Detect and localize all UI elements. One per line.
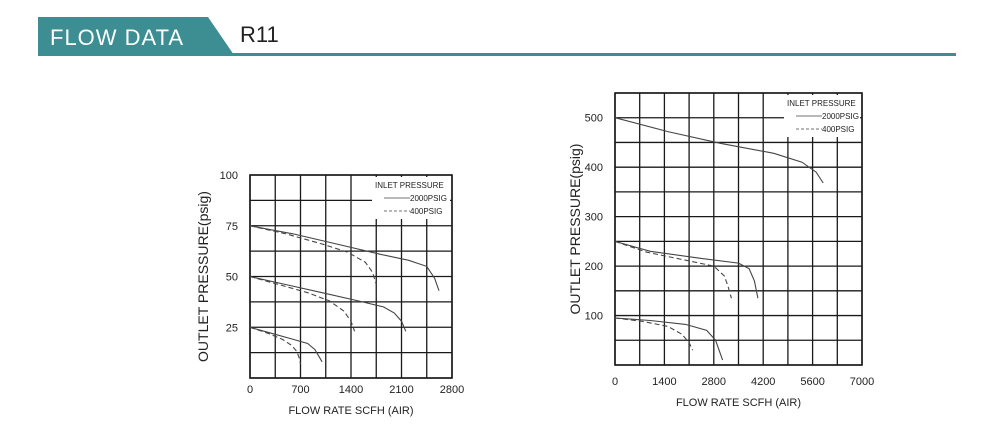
y-tick-label: 50 (226, 272, 238, 284)
series-line-400psig (614, 317, 694, 351)
y-tick-label: 25 (226, 322, 238, 334)
y-tick-label: 100 (220, 170, 238, 182)
series-line-2000psig (614, 240, 759, 299)
chart-legend: INLET PRESSURE 2000PSIG 400PSIG (784, 95, 860, 137)
x-tick-label: 700 (291, 384, 309, 396)
series-line-2000psig (249, 225, 440, 291)
x-axis-label: FLOW RATE SCFH (AIR) (676, 397, 801, 409)
y-tick-label: 400 (585, 162, 603, 174)
y-tick-label: 200 (585, 261, 603, 273)
y-tick-label: 100 (585, 311, 603, 323)
series-line-400psig (249, 275, 356, 332)
legend-entry-label: 400PSIG (822, 125, 854, 134)
y-tick-label: 300 (585, 212, 603, 224)
series-line-2000psig (614, 117, 824, 184)
page-header: FLOW DATA R11 (0, 0, 1000, 60)
legend-entry-label: 2000PSIG (410, 194, 447, 203)
x-tick-label: 7000 (850, 376, 874, 388)
x-tick-label: 2800 (440, 384, 464, 396)
series-line-2000psig (249, 275, 407, 332)
legend-entry-label: 2000PSIG (822, 112, 859, 121)
x-tick-label: 0 (612, 376, 618, 388)
series-line-400psig (249, 225, 377, 285)
plot-frame (614, 92, 863, 366)
x-tick-label: 4200 (751, 376, 775, 388)
section-title: FLOW DATA (50, 25, 185, 50)
y-axis-label: OUTLET PRESSURE(psig) (567, 144, 583, 315)
series-line-2000psig (614, 317, 724, 361)
x-tick-label: 2800 (702, 376, 726, 388)
x-axis-label: FLOW RATE SCFH (AIR) (288, 405, 413, 417)
series-line-400psig (249, 326, 302, 364)
header-rule (38, 53, 956, 56)
legend-title: INLET PRESSURE (787, 99, 856, 108)
x-tick-label: 5600 (800, 376, 824, 388)
legend-title: INLET PRESSURE (375, 181, 444, 190)
y-tick-label: 75 (226, 221, 238, 233)
series-line-2000psig (249, 326, 323, 363)
chart-legend: INLET PRESSURE 2000PSIG 400PSIG (372, 177, 450, 219)
x-tick-label: 1400 (339, 384, 363, 396)
legend-entry-label: 400PSIG (410, 207, 442, 216)
y-axis-label: OUTLET PRESSURE(psig) (195, 191, 211, 362)
section-banner: FLOW DATA (38, 17, 238, 55)
banner-shape (38, 17, 234, 55)
series-line-400psig (614, 240, 732, 299)
x-tick-label: 1400 (652, 376, 676, 388)
x-tick-label: 2100 (389, 384, 413, 396)
model-label: R11 (240, 22, 279, 47)
y-tick-label: 500 (585, 113, 603, 125)
x-tick-label: 0 (247, 384, 253, 396)
